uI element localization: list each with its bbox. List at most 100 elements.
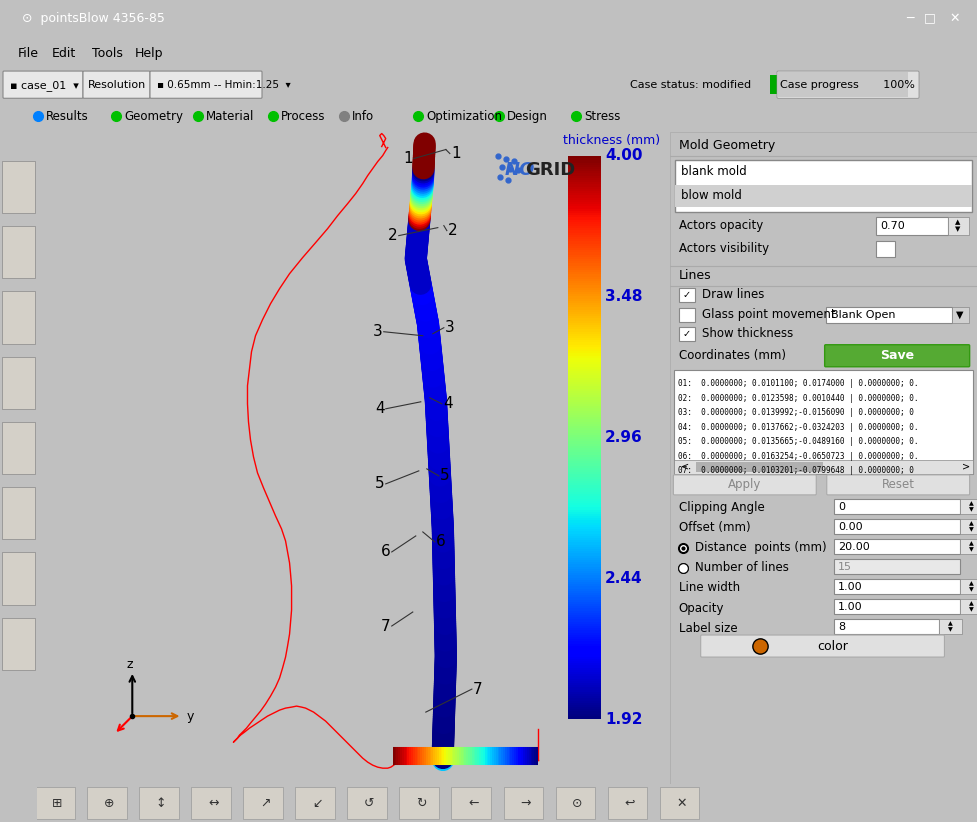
Text: Mold Geometry: Mold Geometry bbox=[679, 139, 775, 152]
Text: 3: 3 bbox=[373, 324, 383, 339]
Text: Resolution: Resolution bbox=[88, 81, 147, 90]
FancyBboxPatch shape bbox=[825, 344, 969, 367]
Text: 4: 4 bbox=[443, 396, 452, 411]
Text: 8: 8 bbox=[838, 622, 845, 632]
Text: ↺: ↺ bbox=[364, 797, 374, 810]
Text: 0: 0 bbox=[838, 502, 845, 512]
Text: >: > bbox=[962, 462, 970, 472]
Text: 6: 6 bbox=[381, 544, 391, 560]
Text: 04:  0.0000000; 0.0137662;-0.0324203 | 0.0000000; 0.: 04: 0.0000000; 0.0137662;-0.0324203 | 0.… bbox=[678, 423, 918, 432]
Text: Apply: Apply bbox=[728, 478, 761, 492]
Bar bbox=[778, 72, 908, 97]
FancyBboxPatch shape bbox=[679, 326, 696, 341]
Text: z: z bbox=[126, 658, 133, 671]
Text: <: < bbox=[681, 462, 689, 472]
Text: ▲
▼: ▲ ▼ bbox=[969, 582, 974, 593]
FancyBboxPatch shape bbox=[139, 787, 179, 819]
Text: 15: 15 bbox=[838, 562, 852, 572]
Text: Offset (mm): Offset (mm) bbox=[679, 521, 750, 534]
Text: 03:  0.0000000; 0.0139992;-0.0156090 | 0.0000000; 0: 03: 0.0000000; 0.0139992;-0.0156090 | 0.… bbox=[678, 409, 913, 418]
FancyBboxPatch shape bbox=[2, 487, 35, 539]
FancyBboxPatch shape bbox=[834, 619, 939, 634]
Text: blow mold: blow mold bbox=[681, 189, 742, 202]
Text: 2.96: 2.96 bbox=[605, 430, 643, 445]
FancyBboxPatch shape bbox=[3, 71, 83, 99]
FancyBboxPatch shape bbox=[191, 787, 232, 819]
FancyBboxPatch shape bbox=[960, 519, 977, 534]
Text: ✕: ✕ bbox=[676, 797, 687, 810]
Text: 1: 1 bbox=[403, 151, 412, 166]
Text: 6: 6 bbox=[436, 534, 446, 549]
Text: 20.00: 20.00 bbox=[838, 542, 871, 552]
Text: Save: Save bbox=[880, 349, 914, 363]
Text: Glass point movement: Glass point movement bbox=[701, 308, 835, 321]
Text: Help: Help bbox=[135, 47, 163, 60]
Text: Process: Process bbox=[281, 110, 325, 123]
Text: Clipping Angle: Clipping Angle bbox=[679, 501, 764, 515]
Text: Blank Open: Blank Open bbox=[831, 310, 896, 320]
FancyBboxPatch shape bbox=[960, 539, 977, 554]
FancyBboxPatch shape bbox=[674, 370, 973, 473]
Text: 3.48: 3.48 bbox=[605, 289, 643, 304]
Text: 2: 2 bbox=[448, 223, 457, 238]
Text: 4: 4 bbox=[375, 401, 385, 416]
Text: ↩: ↩ bbox=[624, 797, 635, 810]
FancyBboxPatch shape bbox=[952, 307, 968, 323]
FancyBboxPatch shape bbox=[679, 288, 696, 302]
FancyBboxPatch shape bbox=[673, 475, 816, 495]
Bar bbox=[770, 75, 778, 95]
FancyBboxPatch shape bbox=[834, 539, 960, 554]
Text: Stress: Stress bbox=[584, 110, 620, 123]
FancyBboxPatch shape bbox=[834, 519, 960, 534]
FancyBboxPatch shape bbox=[2, 618, 35, 670]
Text: □: □ bbox=[924, 12, 936, 25]
Text: Coordinates (mm): Coordinates (mm) bbox=[679, 349, 786, 363]
Text: ▲
▼: ▲ ▼ bbox=[969, 542, 974, 552]
Text: Actors opacity: Actors opacity bbox=[679, 219, 763, 232]
FancyBboxPatch shape bbox=[960, 499, 977, 514]
Text: 1.92: 1.92 bbox=[605, 712, 643, 727]
Text: 1.00: 1.00 bbox=[838, 582, 863, 592]
Text: Design: Design bbox=[507, 110, 548, 123]
FancyBboxPatch shape bbox=[608, 787, 648, 819]
Text: 1: 1 bbox=[451, 146, 461, 161]
FancyBboxPatch shape bbox=[150, 71, 262, 99]
Text: Distance  points (mm): Distance points (mm) bbox=[696, 542, 828, 555]
Text: ↔: ↔ bbox=[208, 797, 219, 810]
Text: ⊞: ⊞ bbox=[52, 797, 63, 810]
FancyBboxPatch shape bbox=[834, 499, 960, 514]
FancyBboxPatch shape bbox=[960, 579, 977, 594]
Text: NO: NO bbox=[505, 160, 535, 178]
FancyBboxPatch shape bbox=[2, 357, 35, 409]
Text: Reset: Reset bbox=[881, 478, 914, 492]
FancyBboxPatch shape bbox=[83, 71, 150, 99]
Text: 3: 3 bbox=[445, 321, 454, 335]
Text: ▲
▼: ▲ ▼ bbox=[949, 621, 954, 632]
Text: ✓: ✓ bbox=[683, 289, 691, 300]
FancyBboxPatch shape bbox=[826, 307, 952, 323]
FancyBboxPatch shape bbox=[827, 475, 969, 495]
Text: y: y bbox=[187, 709, 194, 723]
Text: 7: 7 bbox=[381, 618, 391, 634]
Text: File: File bbox=[18, 47, 39, 60]
Text: 7: 7 bbox=[473, 681, 483, 696]
Text: ✓: ✓ bbox=[683, 329, 691, 339]
Text: ▲
▼: ▲ ▼ bbox=[969, 501, 974, 512]
Text: 01:  0.0000000; 0.0101100; 0.0174000 | 0.0000000; 0.: 01: 0.0000000; 0.0101100; 0.0174000 | 0.… bbox=[678, 379, 918, 388]
Text: Draw lines: Draw lines bbox=[701, 289, 764, 301]
Text: Tools: Tools bbox=[92, 47, 123, 60]
Text: 0.70: 0.70 bbox=[880, 220, 905, 231]
FancyBboxPatch shape bbox=[960, 599, 977, 614]
FancyBboxPatch shape bbox=[295, 787, 335, 819]
FancyBboxPatch shape bbox=[348, 787, 387, 819]
Text: ▼: ▼ bbox=[956, 310, 964, 320]
Bar bbox=[675, 185, 972, 206]
Bar bbox=[697, 462, 823, 472]
Text: 4.00: 4.00 bbox=[605, 148, 643, 163]
Text: Material: Material bbox=[206, 110, 254, 123]
Text: ▲
▼: ▲ ▼ bbox=[969, 602, 974, 612]
FancyBboxPatch shape bbox=[948, 217, 968, 234]
FancyBboxPatch shape bbox=[834, 579, 960, 594]
Text: Case status: modified: Case status: modified bbox=[630, 81, 751, 90]
Text: 5: 5 bbox=[440, 469, 449, 483]
